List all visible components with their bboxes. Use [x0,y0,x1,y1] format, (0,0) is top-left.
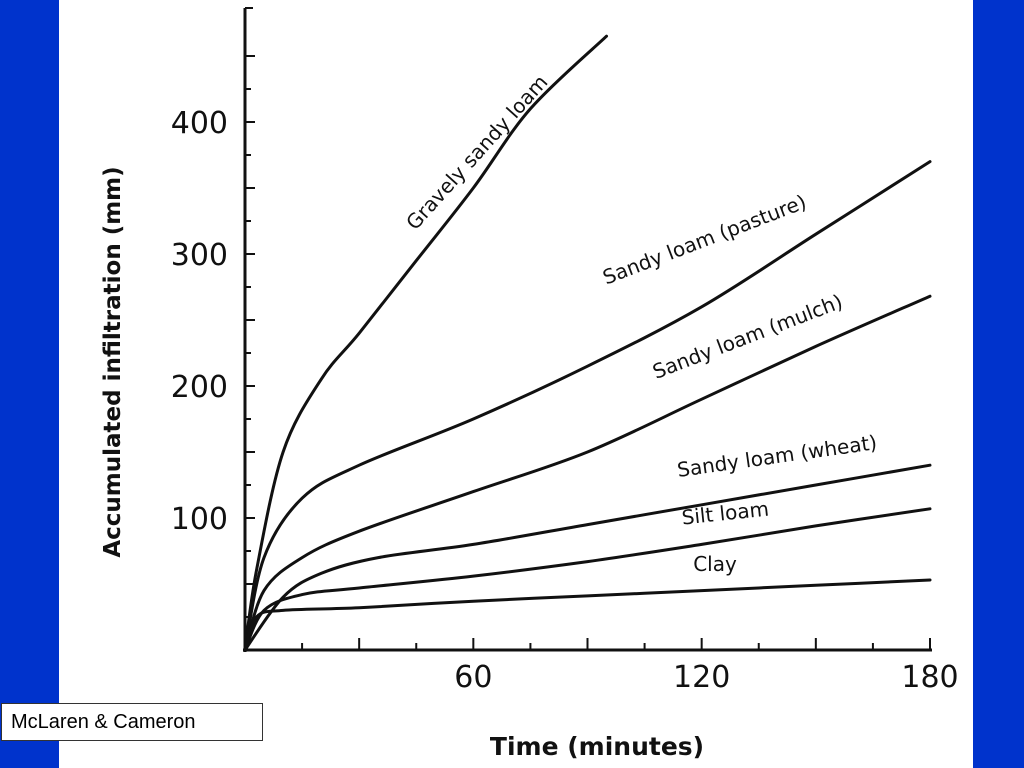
tick-marks [245,55,931,650]
series-line-silt-loam [243,507,932,652]
series-line-sandy-loam-mulch [243,294,932,652]
y-tick-label: 400 [171,106,228,141]
y-tick-label: 300 [171,238,228,273]
series-label-sandy-loam-wheat: Sandy loam (wheat) [676,430,879,482]
y-tick-label: 200 [171,370,228,405]
series-label-silt-loam: Silt loam [680,497,770,530]
series-lines [243,34,932,652]
series-line-sandy-loam-pasture [243,160,932,652]
series-line-sandy-loam-wheat [243,463,932,652]
credit-caption: McLaren & Cameron [1,703,263,741]
y-axis-title: Accumulated infiltration (mm) [100,166,126,557]
x-axis-title: Time (minutes) [490,732,704,761]
tick-labels: 60 120 180 100 200 300 400 [171,106,959,695]
x-tick-label: 120 [673,660,730,695]
series-label-sandy-loam-pasture: Sandy loam (pasture) [599,190,809,290]
series-label-clay: Clay [693,552,737,576]
axes [243,7,932,652]
y-tick-label: 100 [171,502,228,537]
series-line-clay [243,578,932,652]
series-label-sandy-loam-mulch: Sandy loam (mulch) [649,289,846,384]
x-tick-label: 180 [901,660,958,695]
series-line-gravely-sandy-loam [243,34,608,652]
series-label-gravely-sandy-loam: Gravely sandy loam [401,70,552,234]
x-tick-label: 60 [454,660,492,695]
